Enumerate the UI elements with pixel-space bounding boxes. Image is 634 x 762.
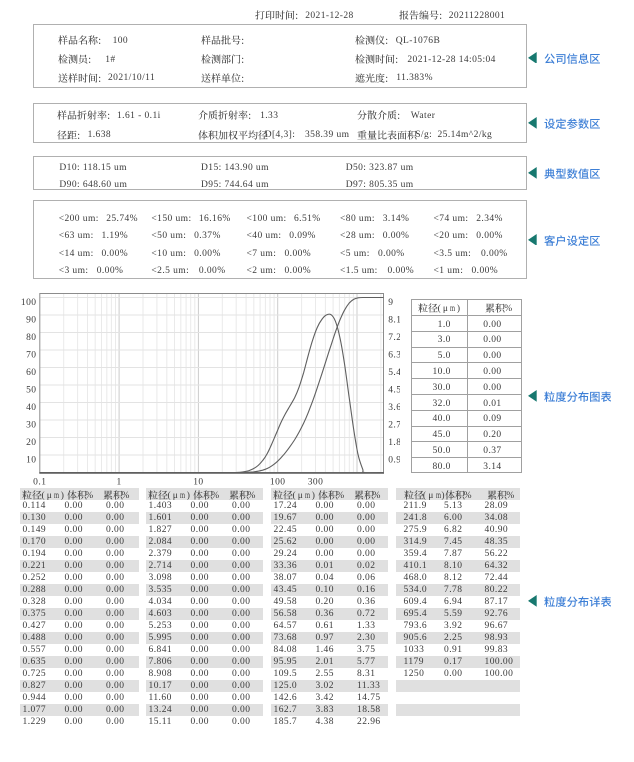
svg-text:50: 50	[26, 386, 36, 396]
svg-text:9: 9	[388, 298, 393, 308]
svg-text:20: 20	[26, 438, 36, 448]
svg-text:0.9: 0.9	[388, 456, 400, 466]
svg-text:3.6: 3.6	[388, 403, 400, 413]
svg-text:90: 90	[26, 316, 36, 326]
svg-text:70: 70	[26, 351, 36, 361]
svg-text:5.4: 5.4	[388, 368, 400, 378]
svg-text:1.8: 1.8	[388, 438, 400, 448]
svg-text:300: 300	[308, 478, 324, 488]
svg-text:1: 1	[116, 478, 121, 488]
svg-text:6.3: 6.3	[388, 351, 400, 361]
svg-text:100: 100	[21, 298, 37, 308]
svg-text:10: 10	[193, 478, 203, 488]
svg-text:2.7: 2.7	[388, 421, 400, 431]
svg-text:80: 80	[26, 333, 36, 343]
svg-text:7.2: 7.2	[388, 333, 400, 343]
svg-text:60: 60	[26, 368, 36, 378]
svg-text:0.1: 0.1	[33, 478, 46, 488]
svg-text:8.1: 8.1	[388, 316, 400, 326]
svg-text:40: 40	[26, 403, 36, 413]
svg-text:10: 10	[26, 456, 36, 466]
svg-text:4.5: 4.5	[388, 386, 400, 396]
svg-text:30: 30	[26, 421, 36, 431]
svg-text:100: 100	[270, 478, 286, 488]
